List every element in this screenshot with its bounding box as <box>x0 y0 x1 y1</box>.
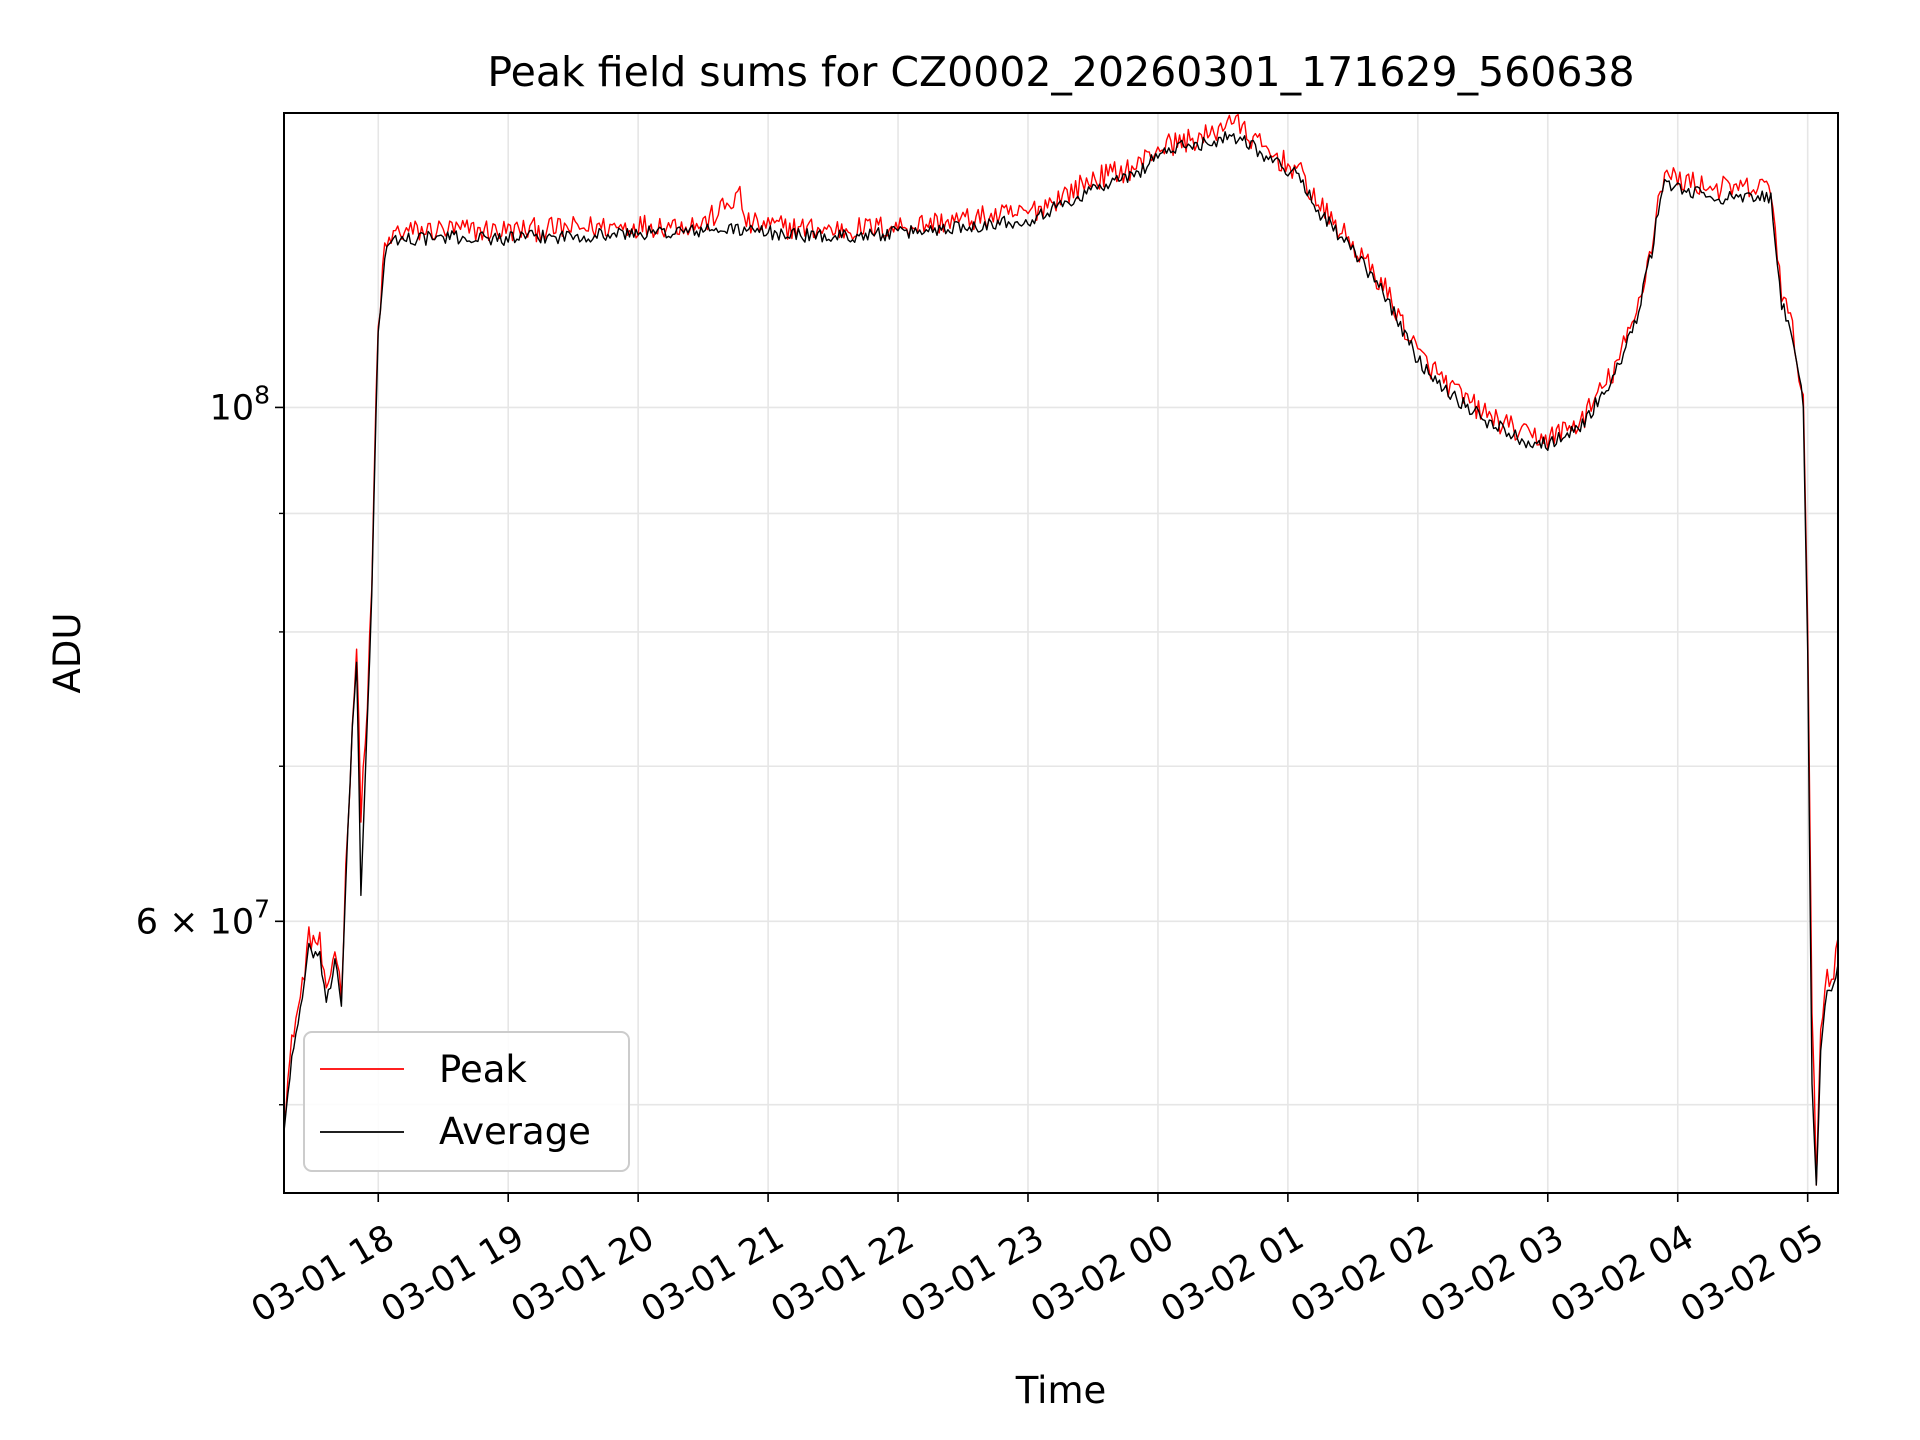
chart-title: Peak field sums for CZ0002_20260301_1716… <box>487 48 1634 96</box>
plot-frame <box>283 112 1839 1194</box>
y-tick-label: 6 × 107 <box>136 894 270 942</box>
legend: Peak Average <box>303 1031 630 1172</box>
legend-peak-label: Peak <box>439 1048 527 1091</box>
x-axis-label: Time <box>1015 1369 1107 1412</box>
legend-box <box>303 1031 630 1172</box>
legend-average-label: Average <box>439 1110 591 1153</box>
grid <box>284 113 1838 1193</box>
y-axis-label: ADU <box>46 613 89 694</box>
series-line-average <box>284 131 1838 1186</box>
series-layer <box>284 113 1838 1186</box>
